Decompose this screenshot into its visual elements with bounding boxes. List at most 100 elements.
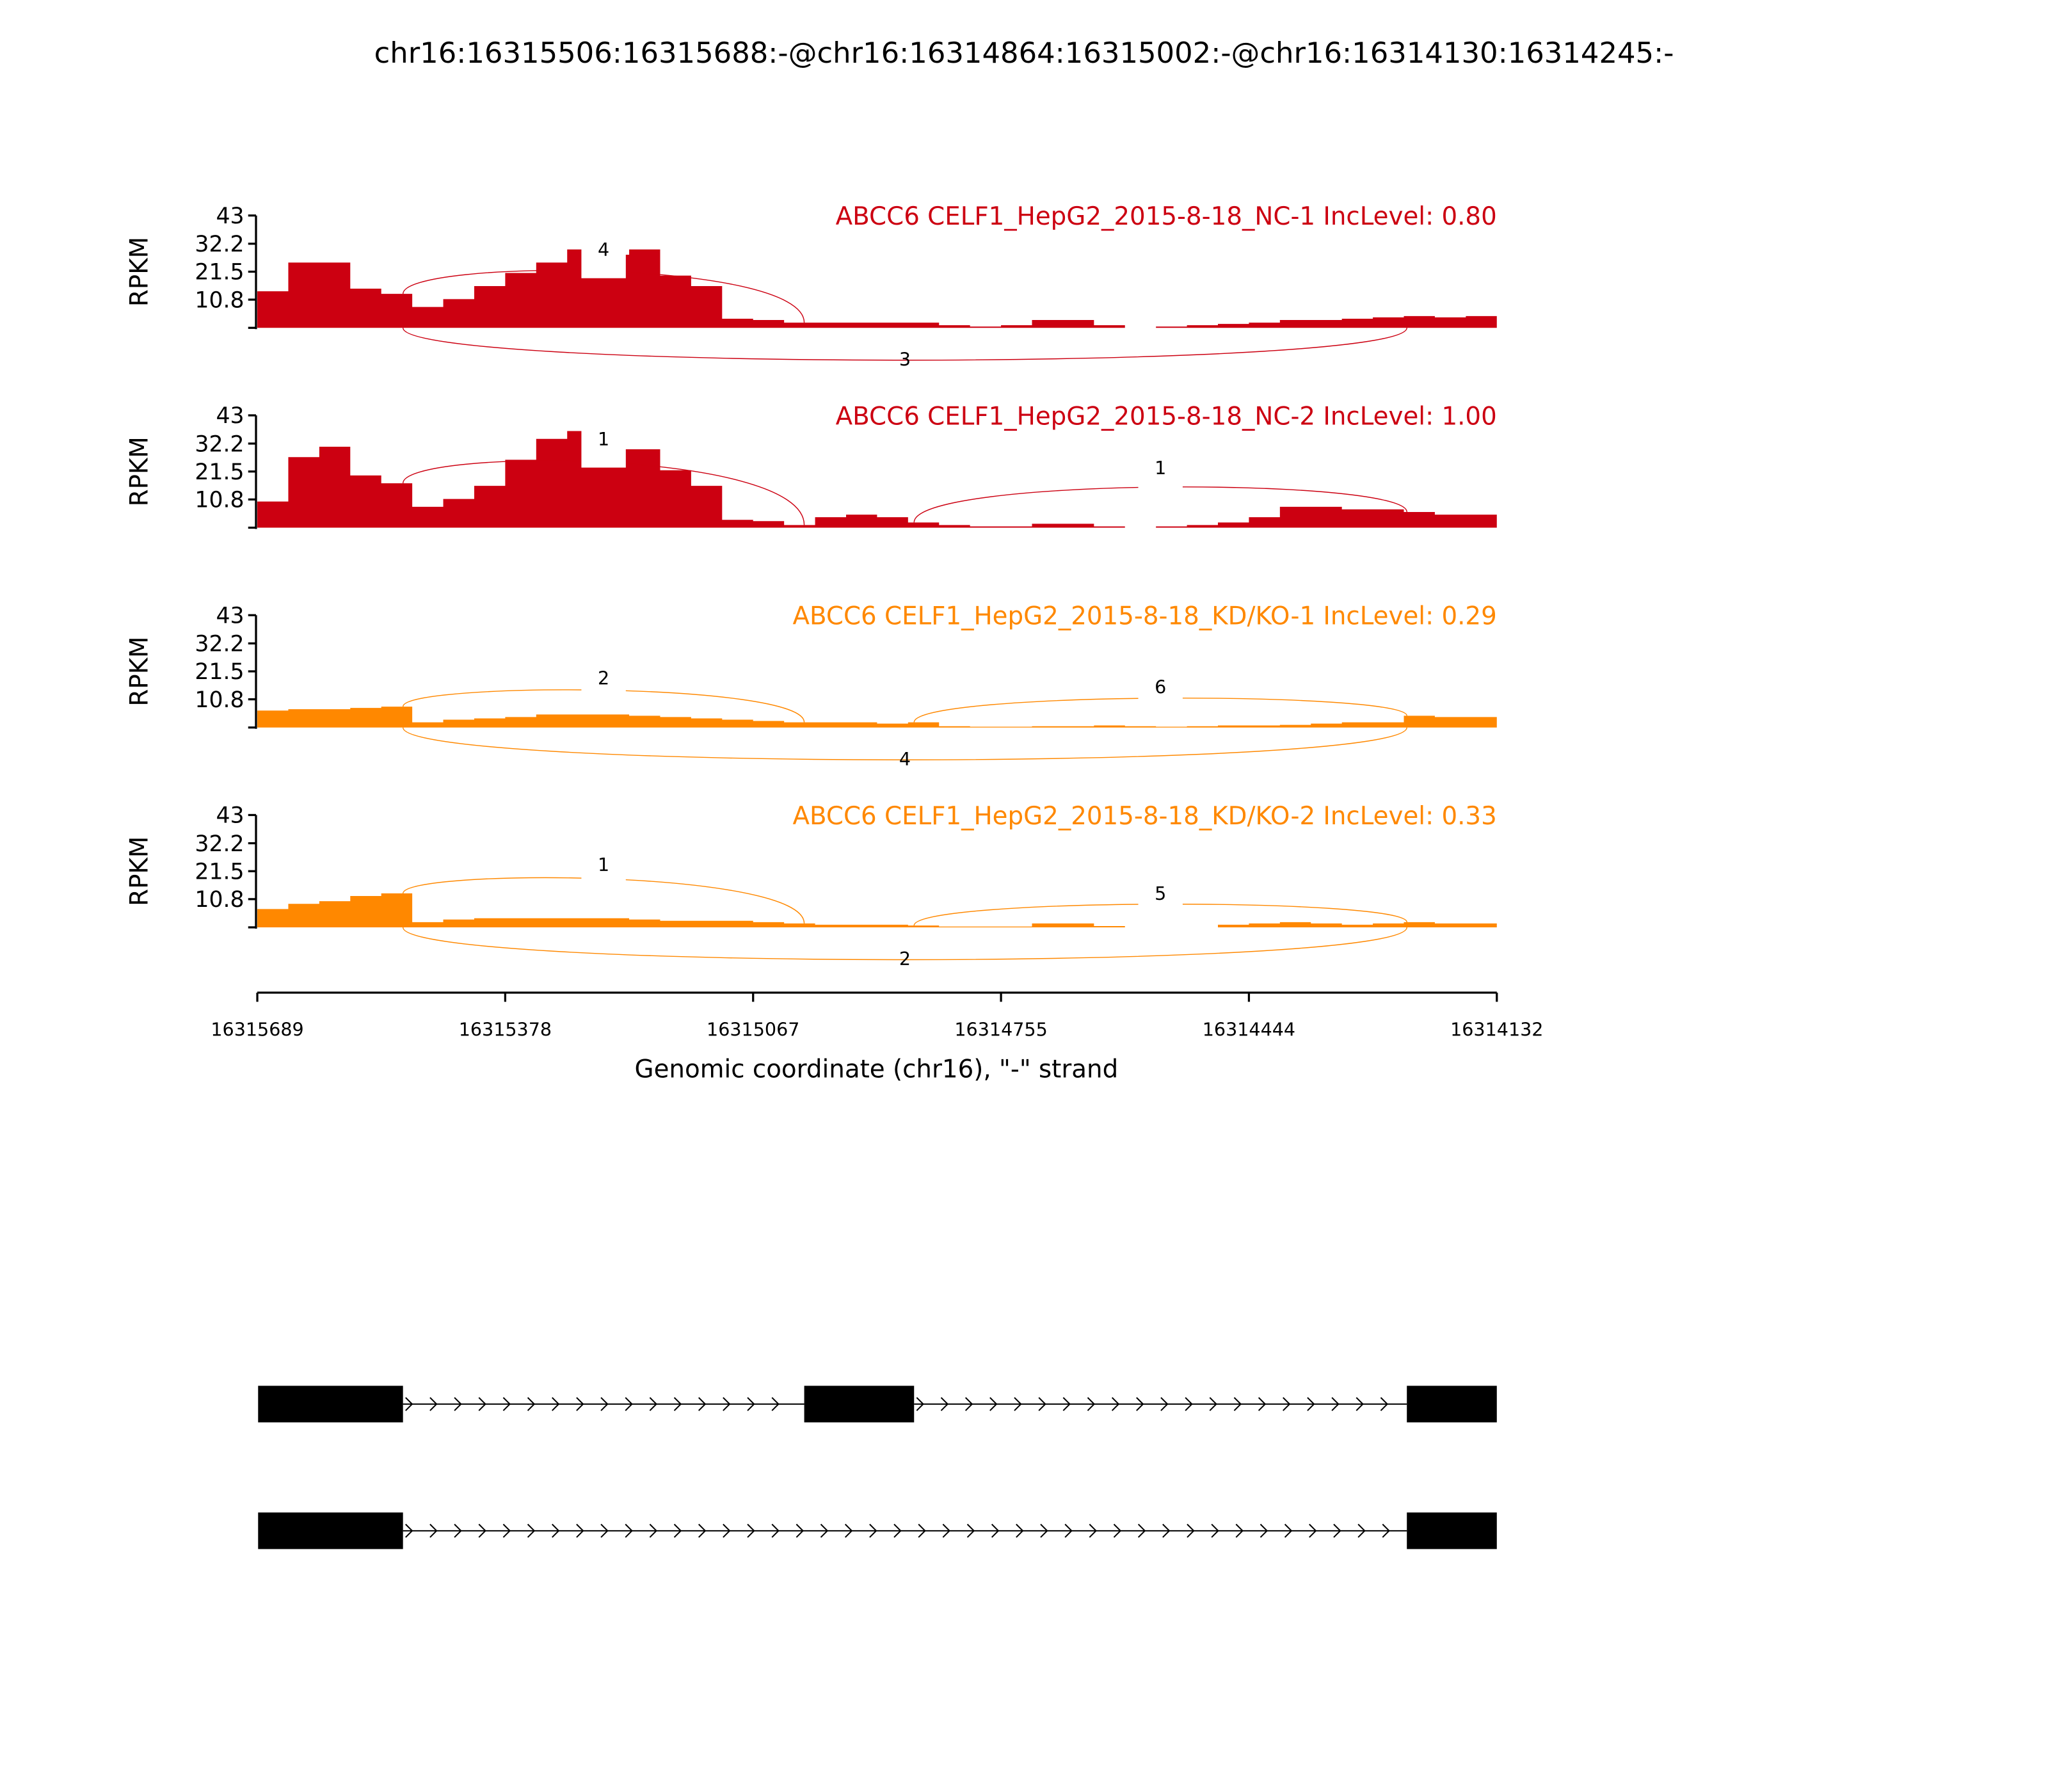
strand-arrow-icon xyxy=(1380,1396,1389,1411)
junction-label-box xyxy=(581,410,626,468)
junction-count: 4 xyxy=(598,239,609,260)
strand-arrow-icon xyxy=(991,1523,1000,1538)
strand-arrow-icon xyxy=(1258,1396,1267,1411)
strand-arrow-icon xyxy=(1331,1396,1340,1411)
gene-model xyxy=(258,1386,1497,1549)
strand-arrow-icon xyxy=(771,1523,780,1538)
track-3: 43 32.221.510.8 RPKM ABCC6 CELF1_HepG2_2015… xyxy=(125,602,1497,770)
sample-label: ABCC6 CELF1_HepG2_2015-8-18_KD/KO-2 IncL… xyxy=(792,802,1496,831)
junction-label-box xyxy=(581,220,626,278)
strand-arrow-icon xyxy=(1185,1396,1193,1411)
junction-arc xyxy=(402,328,1407,361)
y-tick-label: 10.8 xyxy=(195,488,244,513)
strand-arrow-icon xyxy=(576,1396,584,1411)
junction-count: 2 xyxy=(899,948,911,970)
strand-arrow-icon xyxy=(454,1523,462,1538)
junction-count: 3 xyxy=(899,348,911,370)
x-tick-label: 16315689 xyxy=(211,1018,303,1040)
strand-arrow-icon xyxy=(893,1523,902,1538)
y-axis-label: RPKM xyxy=(125,836,154,906)
junction-label-box xyxy=(581,836,626,893)
strand-arrow-icon xyxy=(940,1396,949,1411)
junction-label-box xyxy=(883,330,927,360)
y-tick-label: 10.8 xyxy=(195,687,244,713)
strand-arrow-icon xyxy=(649,1396,658,1411)
y-tick-label: 43 xyxy=(216,403,244,429)
strand-arrow-icon xyxy=(796,1523,804,1538)
strand-arrow-icon xyxy=(869,1523,877,1538)
y-tick-label: 43 xyxy=(216,603,244,628)
strand-arrow-icon xyxy=(600,1523,609,1538)
junction-label-box xyxy=(1138,438,1183,497)
exon xyxy=(258,1386,403,1423)
strand-arrow-icon xyxy=(844,1523,853,1538)
strand-arrow-icon xyxy=(552,1523,560,1538)
x-tick-label: 16314755 xyxy=(954,1018,1047,1040)
y-axis-label: RPKM xyxy=(125,436,154,506)
strand-arrow-icon xyxy=(429,1396,438,1411)
y-tick-label: 10.8 xyxy=(195,887,244,913)
strand-arrow-icon xyxy=(1038,1396,1046,1411)
strand-arrow-icon xyxy=(600,1396,609,1411)
strand-arrow-icon xyxy=(1233,1396,1242,1411)
junction-count: 4 xyxy=(899,748,911,770)
x-axis: 16315689 16315378 16315067 16314755 16314444… xyxy=(211,991,1543,1040)
y-axis-label: RPKM xyxy=(125,636,154,706)
exon xyxy=(1407,1512,1497,1549)
junction-count: 6 xyxy=(1155,676,1166,698)
strand-arrow-icon xyxy=(1113,1523,1122,1538)
chart-title: chr16:16315506:16315688:-@chr16:16314864… xyxy=(374,36,1674,70)
strand-arrow-icon xyxy=(942,1523,950,1538)
strand-arrow-icon xyxy=(966,1523,975,1538)
strand-arrow-icon xyxy=(673,1523,682,1538)
exon xyxy=(804,1386,915,1423)
strand-arrow-icon xyxy=(1040,1523,1048,1538)
strand-arrow-icon xyxy=(1016,1523,1024,1538)
y-tick-label: 32.2 xyxy=(195,232,244,257)
strand-arrow-icon xyxy=(1211,1523,1219,1538)
strand-arrow-icon xyxy=(1137,1523,1146,1538)
junction-count: 5 xyxy=(1155,883,1166,904)
strand-arrow-icon xyxy=(1089,1523,1097,1538)
strand-arrow-icon xyxy=(1111,1396,1120,1411)
strand-arrow-icon xyxy=(478,1523,486,1538)
strand-arrow-icon xyxy=(625,1396,633,1411)
coverage-area xyxy=(257,431,1497,528)
strand-arrow-icon xyxy=(1235,1523,1244,1538)
junction-arc xyxy=(402,927,1407,961)
y-tick-label: 21.5 xyxy=(195,659,244,685)
strand-arrow-icon xyxy=(454,1396,462,1411)
junction-arc xyxy=(402,727,1407,760)
y-tick-label: 43 xyxy=(216,803,244,829)
strand-arrow-icon xyxy=(698,1396,707,1411)
strand-arrow-icon xyxy=(1162,1523,1171,1538)
junction-label-box xyxy=(883,730,927,759)
strand-arrow-icon xyxy=(552,1396,560,1411)
x-tick-label: 16314132 xyxy=(1450,1018,1543,1040)
strand-arrow-icon xyxy=(527,1396,536,1411)
strand-arrow-icon xyxy=(723,1523,731,1538)
y-axis-label: RPKM xyxy=(125,237,154,307)
strand-arrow-icon xyxy=(1014,1396,1022,1411)
coverage-area xyxy=(257,893,1497,927)
strand-arrow-icon xyxy=(1382,1523,1390,1538)
y-tick-label: 21.5 xyxy=(195,460,244,485)
strand-arrow-icon xyxy=(1357,1523,1366,1538)
strand-arrow-icon xyxy=(1136,1396,1144,1411)
strand-arrow-icon xyxy=(649,1523,658,1538)
strand-arrow-icon xyxy=(1309,1523,1317,1538)
strand-arrow-icon xyxy=(1333,1523,1341,1538)
strand-arrow-icon xyxy=(989,1396,998,1411)
strand-arrow-icon xyxy=(1187,1523,1195,1538)
junction-count: 1 xyxy=(1155,457,1166,479)
transcript-2 xyxy=(258,1512,1497,1549)
x-tick-label: 16314444 xyxy=(1203,1018,1295,1040)
junction-label-box xyxy=(1138,865,1183,922)
strand-arrow-icon xyxy=(747,1396,755,1411)
sample-label: ABCC6 CELF1_HepG2_2015-8-18_KD/KO-1 IncL… xyxy=(792,602,1496,631)
x-axis-label: Genomic coordinate (chr16), "-" strand xyxy=(635,1055,1119,1084)
junction-label-box xyxy=(1138,658,1183,716)
